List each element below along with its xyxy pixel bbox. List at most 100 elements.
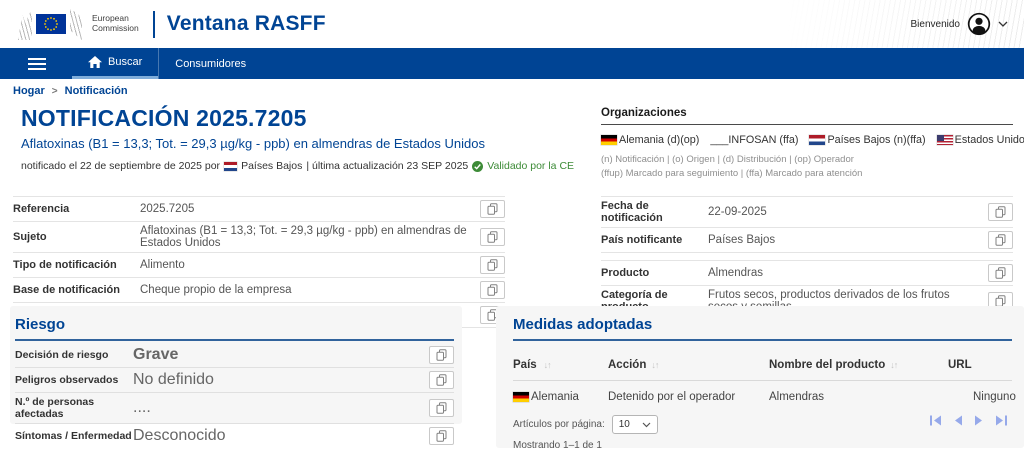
breadcrumb-separator: > [51, 85, 58, 97]
medidas-title: Medidas adoptadas [513, 306, 1012, 341]
copy-button[interactable] [480, 228, 505, 246]
cell-url: Ninguno [973, 391, 1016, 403]
ec-logo[interactable]: European Commission Ventana RASFF [18, 8, 326, 40]
table-row: Peligros observados No definido [15, 368, 454, 393]
germany-flag-icon [513, 392, 529, 402]
user-avatar-icon[interactable] [967, 12, 991, 36]
row-label: Referencia [13, 203, 70, 215]
usa-flag-icon [936, 135, 953, 145]
table-row: Referencia 2025.7205 [13, 197, 505, 222]
copy-button[interactable] [429, 346, 454, 364]
organizaciones-panel: Organizaciones Alemania (d)(op) ___INFOS… [601, 107, 1024, 181]
column-header-accion[interactable]: Acción ↓↑ [608, 359, 659, 371]
hamburger-menu-icon[interactable] [16, 48, 58, 79]
copy-button[interactable] [429, 427, 454, 445]
copy-button[interactable] [429, 371, 454, 389]
row-label: Sujeto [13, 231, 47, 243]
row-label: N.º de personas afectadas [15, 396, 95, 420]
ec-logo-text: European Commission [92, 13, 139, 33]
table-row: Decisión de riesgo Grave [15, 343, 454, 368]
nav-consumidores-label: Consumidores [175, 57, 247, 70]
table-row: Síntomas / Enfermedad Desconocido [15, 424, 454, 448]
page-subtitle: Aflatoxinas (B1 = 13,3; Tot. = 29,3 µg/k… [21, 136, 485, 151]
organizaciones-title: Organizaciones [601, 107, 1013, 125]
table-row: Sujeto Aflatoxinas (B1 = 13,3; Tot. = 29… [13, 222, 505, 253]
items-per-page-select[interactable]: 10 [611, 415, 658, 434]
row-label: Base de notificación [13, 284, 120, 296]
account-chevron-down-icon[interactable] [998, 21, 1008, 27]
notification-meta: notificado el 22 de septiembre de 2025 p… [21, 160, 574, 172]
cell-pais: Alemania [531, 391, 579, 403]
risk-decision-value: Grave [133, 346, 179, 363]
row-value: Aflatoxinas (B1 = 13,3; Tot. = 29,3 µg/k… [140, 225, 467, 249]
sort-icon[interactable]: ↓↑ [651, 360, 659, 370]
breadcrumb-home-link[interactable]: Hogar [13, 85, 45, 97]
netherlands-flag-icon [224, 161, 238, 171]
table-row: Fecha de notificación 22-09-2025 [601, 197, 1013, 228]
logo-hatch-right-icon [70, 8, 82, 40]
copy-button[interactable] [988, 231, 1013, 249]
chevron-down-icon [642, 422, 651, 427]
copy-button[interactable] [988, 264, 1013, 282]
nav-buscar-label: Buscar [108, 56, 143, 68]
org-entry-usa: Estados Unidos (o)(op) [936, 134, 1024, 146]
cell-accion: Detenido por el operador [608, 391, 736, 403]
row-value: Alimento [140, 259, 185, 271]
row-value: 22-09-2025 [708, 206, 767, 218]
details-table-right-top: Fecha de notificación 22-09-2025 País no… [601, 196, 1013, 253]
welcome-label: Bienvenido [910, 18, 960, 30]
riesgo-panel: Riesgo Decisión de riesgo Grave Peligros… [10, 306, 462, 445]
copy-button[interactable] [480, 281, 505, 299]
table-row: Tipo de notificación Alimento [13, 253, 505, 278]
row-label: Peligros observados [15, 374, 119, 386]
copy-button[interactable] [480, 256, 505, 274]
home-icon [88, 56, 102, 68]
medidas-table-header: País ↓↑ Acción ↓↑ Nombre del producto ↓↑ UR… [513, 359, 1012, 381]
organizaciones-legend: (n) Notificación | (o) Origen | (d) Dist… [601, 154, 863, 179]
validated-label: Validado por la CE [487, 160, 575, 172]
row-label: Síntomas / Enfermedad [15, 430, 132, 442]
nav-tab-consumidores[interactable]: Consumidores [158, 48, 262, 79]
row-value: Desconocido [133, 427, 226, 444]
org-entry-netherlands: Países Bajos (n)(ffa) [809, 134, 926, 146]
row-value: No definido [133, 371, 214, 388]
main-navbar: Buscar Consumidores [0, 48, 1024, 79]
meta-update: | última actualización 23 SEP 2025 [306, 160, 469, 172]
column-header-producto[interactable]: Nombre del producto ↓↑ [769, 359, 898, 371]
row-value: 2025.7205 [140, 203, 195, 215]
row-label: Decisión de riesgo [15, 349, 109, 361]
nav-tab-buscar[interactable]: Buscar [72, 48, 159, 79]
table-row: N.º de personas afectadas .... [15, 393, 454, 424]
cell-producto: Almendras [769, 391, 824, 403]
logo-divider [152, 10, 155, 38]
row-label: País notificante [601, 234, 683, 246]
row-value: Países Bajos [708, 234, 776, 246]
validated-check-icon [472, 160, 484, 172]
table-row: Base de notificación Cheque propio de la… [13, 278, 505, 303]
app-title: Ventana RASFF [166, 12, 326, 35]
breadcrumb-current-link[interactable]: Notificación [64, 85, 128, 97]
items-per-page-label: Artículos por página: [513, 419, 605, 430]
next-page-icon[interactable] [974, 415, 984, 426]
row-label: Tipo de notificación [13, 259, 117, 271]
netherlands-flag-icon [809, 135, 826, 145]
medidas-table-row: Alemania Detenido por el operador Almend… [513, 381, 1016, 411]
row-value: Cheque propio de la empresa [140, 284, 292, 296]
showing-label: Mostrando 1–1 de 1 [513, 440, 602, 451]
org-entry-germany: Alemania (d)(op) [601, 134, 699, 146]
copy-button[interactable] [429, 399, 454, 417]
row-label: Fecha de notificación [601, 200, 663, 224]
copy-button[interactable] [988, 203, 1013, 221]
previous-page-icon[interactable] [953, 415, 963, 426]
meta-country: Países Bajos [241, 160, 303, 172]
column-header-pais[interactable]: País ↓↑ [513, 359, 552, 371]
sort-icon[interactable]: ↓↑ [543, 360, 552, 370]
first-page-icon[interactable] [929, 415, 942, 426]
medidas-panel: Medidas adoptadas País ↓↑ Acción ↓↑ Nombre… [496, 306, 1024, 451]
row-value: .... [133, 399, 151, 416]
sort-icon[interactable]: ↓↑ [890, 360, 898, 370]
last-page-icon[interactable] [995, 415, 1008, 426]
eu-flag-icon [36, 14, 66, 34]
row-value: Almendras [708, 267, 763, 279]
copy-button[interactable] [480, 200, 505, 218]
